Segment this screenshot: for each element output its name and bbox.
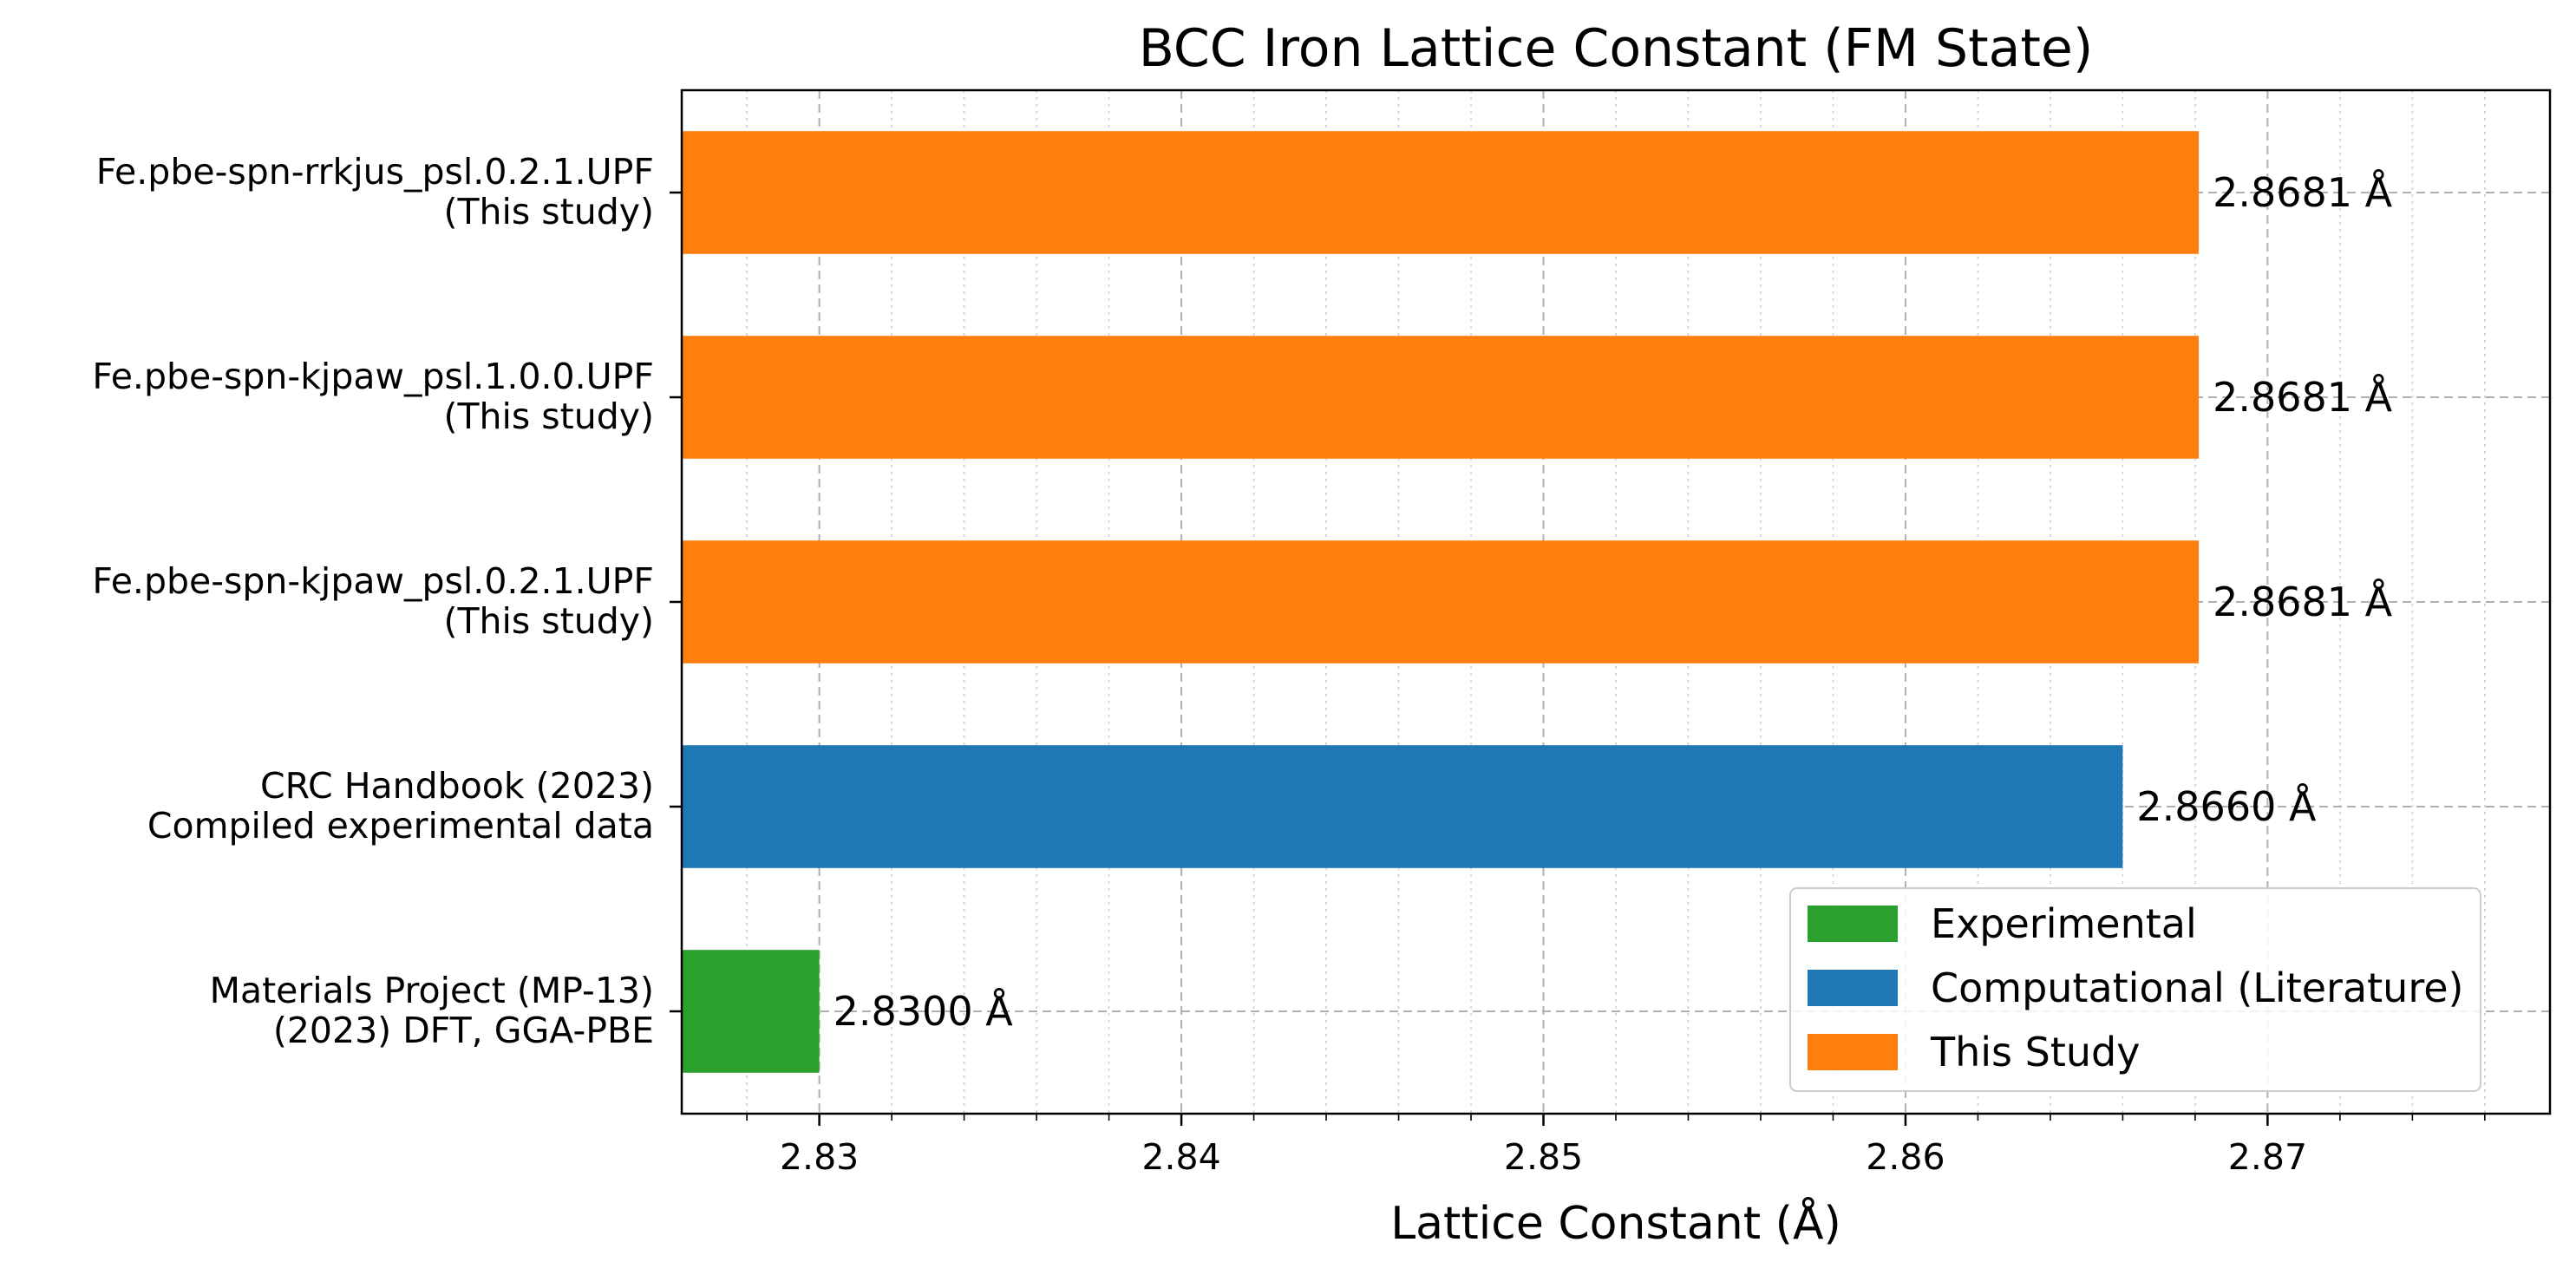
bar-value-label: 2.8681 Å — [2213, 374, 2393, 421]
x-tick-label: 2.84 — [1141, 1136, 1220, 1178]
bar-this_study — [682, 336, 2200, 459]
bar-experimental — [682, 950, 820, 1073]
legend: Experimental Computational (Literature) Th… — [1789, 887, 2481, 1092]
x-tick-label: 2.83 — [780, 1136, 859, 1178]
bar-value-label: 2.8660 Å — [2136, 783, 2317, 830]
bar-value-label: 2.8681 Å — [2213, 169, 2393, 216]
bar-value-label: 2.8681 Å — [2213, 579, 2393, 625]
data-labels: 2.8300 Å 2.8660 Å 2.8681 Å 2.8681 Å 2.8681 Å — [834, 169, 2393, 1035]
bar-this_study — [682, 131, 2200, 254]
x-tick-label: 2.86 — [1866, 1136, 1945, 1178]
axis-ticks: 2.83 2.84 2.85 2.86 2.87 Materials Project (M… — [92, 151, 2486, 1178]
bar-computational — [682, 745, 2123, 868]
category-label-line1: Materials Project (MP-13) — [210, 970, 654, 1011]
category-label-line1: Fe.pbe-spn-kjpaw_psl.1.0.0.UPF — [92, 356, 654, 397]
legend-swatch-computational — [1808, 970, 1898, 1006]
category-label-line2: (2023) DFT, GGA-PBE — [273, 1010, 654, 1051]
legend-swatch-experimental — [1808, 906, 1898, 942]
chart-title: BCC Iron Lattice Constant (FM State) — [1139, 18, 2094, 79]
category-label-line1: CRC Handbook (2023) — [260, 765, 654, 807]
legend-swatch-this_study — [1808, 1034, 1898, 1070]
category-label-line2: Compiled experimental data — [147, 805, 654, 847]
bar-this_study — [682, 540, 2200, 664]
category-label-line2: (This study) — [443, 396, 654, 437]
x-tick-label: 2.85 — [1504, 1136, 1583, 1178]
legend-label-computational: Computational (Literature) — [1931, 964, 2464, 1011]
x-axis-label: Lattice Constant (Å) — [1390, 1196, 1841, 1250]
legend-label-experimental: Experimental — [1931, 900, 2197, 947]
category-label-line1: Fe.pbe-spn-kjpaw_psl.0.2.1.UPF — [92, 560, 654, 602]
category-label-line1: Fe.pbe-spn-rrkjus_psl.0.2.1.UPF — [96, 151, 654, 193]
bar-value-label: 2.8300 Å — [834, 988, 1014, 1035]
bars — [682, 131, 2200, 1073]
category-label-line2: (This study) — [443, 600, 654, 642]
legend-box — [1789, 887, 2481, 1092]
x-tick-label: 2.87 — [2228, 1136, 2307, 1178]
category-label-line2: (This study) — [443, 191, 654, 232]
legend-label-this_study: This Study — [1930, 1029, 2140, 1076]
